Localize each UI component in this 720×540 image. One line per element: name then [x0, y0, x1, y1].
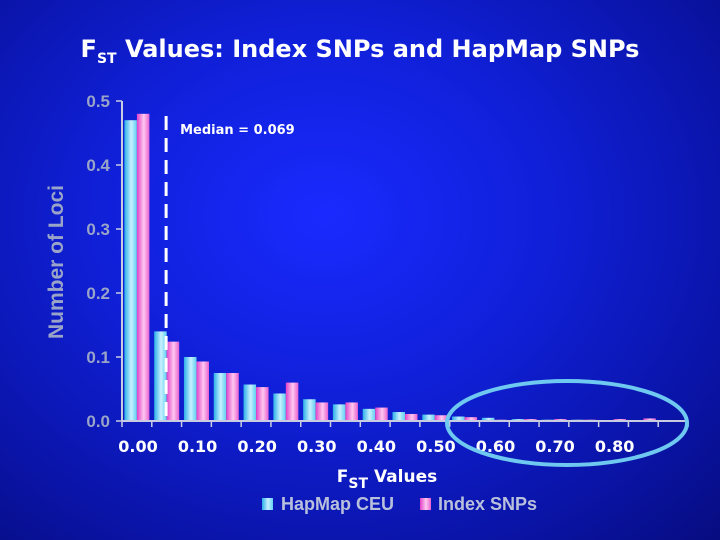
- bar-hapmap-ceu: [183, 357, 197, 421]
- bar-index-snps: [345, 402, 358, 421]
- title-subscript: ST: [97, 51, 117, 67]
- x-tick-label: 0.80: [595, 437, 634, 456]
- xlabel-f: F: [337, 467, 349, 487]
- bar-index-snps: [315, 402, 329, 421]
- bar-hapmap-ceu: [392, 412, 405, 421]
- xlabel-rest: Values: [368, 467, 437, 487]
- legend-label-ceu: HapMap CEU: [281, 494, 394, 514]
- bar-hapmap-ceu: [213, 373, 227, 421]
- bar-hapmap-ceu: [362, 408, 376, 421]
- bar-hapmap-ceu: [332, 404, 346, 421]
- bar-hapmap-ceu: [303, 399, 316, 421]
- bar-index-snps: [166, 341, 180, 421]
- y-tick-label: 0.4: [86, 156, 110, 175]
- bar-index-snps: [256, 387, 269, 421]
- x-tick-label: 0.20: [237, 437, 276, 456]
- x-tick-label: 0.50: [416, 437, 455, 456]
- legend-label-index: Index SNPs: [438, 494, 537, 514]
- title-rest: Values: Index SNPs and HapMap SNPs: [117, 35, 640, 63]
- x-tick-label: 0.30: [297, 437, 336, 456]
- x-tick-label: 0.10: [178, 437, 217, 456]
- bar-index-snps: [226, 373, 239, 421]
- x-tick-label: 0.70: [535, 437, 574, 456]
- legend-swatch-ceu: [262, 498, 273, 510]
- x-tick-labels: 0.00 0.10 0.20 0.30 0.40 0.50 0.60 0.70 0.80: [118, 437, 634, 456]
- bar-hapmap-ceu: [452, 416, 465, 421]
- bar-hapmap-ceu: [422, 414, 435, 421]
- y-tick-label: 0.2: [86, 284, 110, 303]
- bar-index-snps: [643, 418, 656, 421]
- bar-index-snps: [196, 361, 209, 421]
- bar-hapmap-ceu: [243, 384, 257, 421]
- x-tick-label: 0.00: [118, 437, 157, 456]
- chart-title: FST Values: Index SNPs and HapMap SNPs: [81, 35, 640, 67]
- xlabel-subscript: ST: [348, 476, 368, 492]
- legend-swatch-index: [420, 498, 431, 510]
- bar-index-snps: [464, 417, 478, 421]
- legend: HapMap CEU Index SNPs: [262, 494, 537, 514]
- bar-hapmap-ceu: [154, 331, 167, 421]
- y-tick-labels: 0.0 0.1 0.2 0.3 0.4 0.5: [86, 92, 122, 431]
- y-tick-label: 0.3: [86, 220, 110, 239]
- y-tick-label: 0.1: [86, 348, 110, 367]
- x-axis-label: FST Values: [337, 467, 437, 492]
- y-axis-label: Number of Loci: [45, 185, 68, 339]
- bar-hapmap-ceu: [481, 417, 495, 421]
- tail-highlight-ellipse: [445, 379, 689, 467]
- x-tick-label: 0.40: [357, 437, 396, 456]
- title-f: F: [81, 35, 97, 63]
- x-tick-label: 0.60: [476, 437, 515, 456]
- bar-hapmap-ceu: [124, 120, 137, 421]
- y-tick-label: 0.5: [86, 92, 110, 111]
- bar-index-snps: [434, 415, 448, 421]
- bar-index-snps: [375, 407, 388, 421]
- axes: [121, 101, 689, 427]
- bar-hapmap-ceu: [273, 393, 286, 421]
- bar-index-snps: [285, 382, 299, 421]
- median-label: Median = 0.069: [180, 123, 295, 138]
- bar-index-snps: [405, 413, 418, 421]
- y-tick-label: 0.0: [86, 412, 110, 431]
- bar-index-snps: [136, 113, 150, 422]
- bars: [124, 113, 686, 422]
